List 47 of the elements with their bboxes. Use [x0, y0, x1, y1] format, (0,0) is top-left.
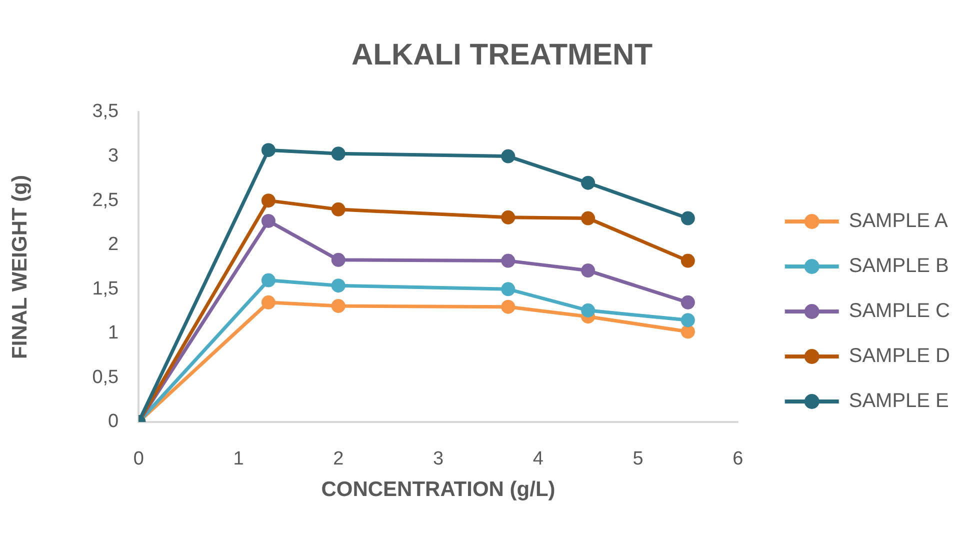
point	[261, 194, 276, 208]
point	[501, 254, 516, 268]
y-tick-label: 3,5	[92, 101, 119, 122]
point	[581, 264, 596, 278]
y-axis-title: FINAL WEIGHT (g)	[8, 175, 32, 359]
x-tick-label: 3	[432, 448, 444, 470]
legend-label: SAMPLE E	[848, 390, 949, 412]
y-tick-label: 1	[108, 322, 119, 344]
point	[581, 176, 596, 190]
y-tick-label: 2	[108, 234, 119, 256]
y-tick-label: 3	[108, 146, 119, 167]
y-tick-label: 0,5	[92, 366, 119, 388]
point	[261, 273, 276, 288]
legend-label: SAMPLE C	[848, 300, 950, 322]
point	[331, 252, 346, 267]
point	[680, 211, 695, 226]
x-tick-label: 0	[133, 448, 144, 470]
x-tick-label: 4	[532, 448, 544, 470]
x-axis-title: CONCENTRATION (g/L)	[321, 478, 556, 502]
point	[331, 298, 346, 313]
point	[501, 300, 516, 314]
point	[501, 149, 516, 164]
x-tick-label: 1	[233, 448, 244, 470]
point	[581, 303, 596, 318]
point	[501, 210, 516, 224]
point	[261, 214, 276, 228]
point	[680, 295, 695, 310]
chart-title: ALKALI TREATMENT	[351, 38, 653, 72]
point	[331, 146, 346, 161]
y-tick-label: 2,5	[92, 190, 119, 211]
legend-label: SAMPLE A	[848, 210, 948, 232]
point	[680, 254, 695, 268]
x-tick-label: 5	[632, 448, 644, 470]
y-tick-label: 1,5	[92, 278, 119, 300]
x-tick-label: 2	[333, 448, 344, 470]
point	[680, 313, 695, 328]
point	[581, 211, 596, 226]
legend-label: SAMPLE D	[848, 345, 950, 368]
point	[501, 282, 516, 296]
point	[261, 143, 276, 158]
point	[680, 324, 695, 339]
legend-label: SAMPLE B	[848, 255, 949, 278]
x-tick-label: 6	[732, 448, 744, 470]
point	[261, 295, 276, 310]
point	[331, 202, 346, 216]
y-tick-label: 0	[108, 411, 119, 432]
point	[331, 278, 346, 293]
